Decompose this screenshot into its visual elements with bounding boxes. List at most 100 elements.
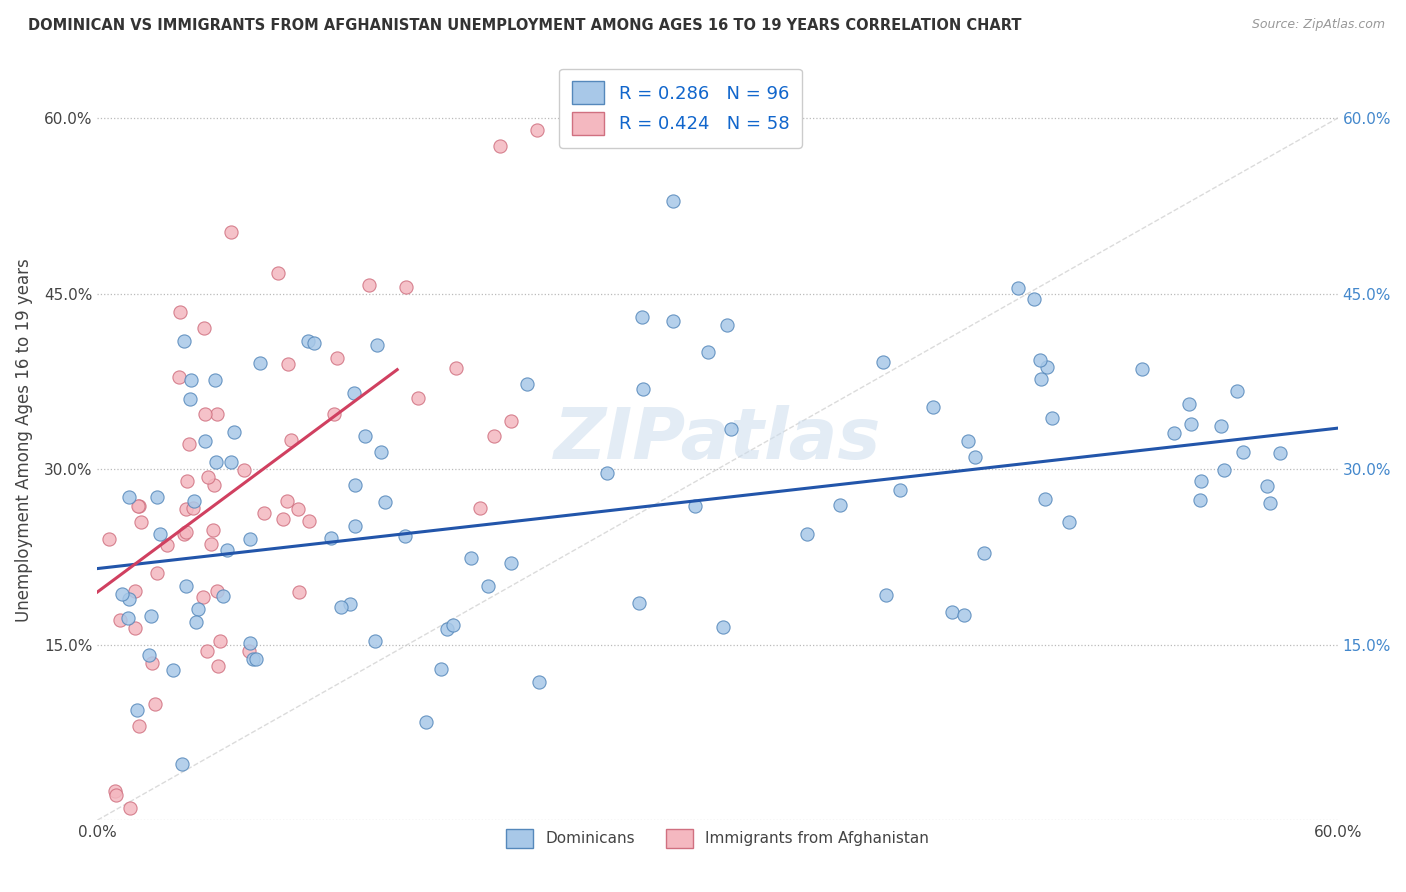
Point	[357, 278, 380, 293]
Point	[1226, 384, 1249, 398]
Point	[141, 609, 163, 624]
Point	[477, 579, 499, 593]
Point	[183, 494, 205, 508]
Point	[460, 551, 482, 566]
Point	[195, 643, 218, 657]
Point	[138, 648, 160, 662]
Point	[242, 652, 264, 666]
Point	[1191, 475, 1213, 489]
Point	[342, 386, 364, 401]
Point	[323, 407, 346, 421]
Point	[141, 657, 163, 671]
Point	[219, 455, 242, 469]
Point	[204, 373, 226, 387]
Point	[1258, 495, 1281, 509]
Point	[211, 589, 233, 603]
Point	[128, 499, 150, 513]
Point	[184, 615, 207, 630]
Point	[245, 652, 267, 666]
Point	[443, 617, 465, 632]
Point	[430, 662, 453, 676]
Point	[127, 702, 149, 716]
Point	[711, 620, 734, 634]
Point	[529, 674, 551, 689]
Point	[238, 644, 260, 658]
Point	[224, 425, 246, 440]
Point	[1213, 463, 1236, 477]
Point	[1188, 492, 1211, 507]
Point	[277, 357, 299, 371]
Point	[329, 599, 352, 614]
Point	[973, 546, 995, 560]
Point	[239, 532, 262, 546]
Point	[197, 470, 219, 484]
Point	[233, 463, 256, 477]
Point	[249, 356, 271, 370]
Point	[1130, 362, 1153, 376]
Point	[595, 466, 617, 480]
Point	[179, 392, 201, 406]
Point	[1007, 281, 1029, 295]
Point	[394, 528, 416, 542]
Point	[830, 498, 852, 512]
Text: ZIPatlas: ZIPatlas	[554, 405, 882, 475]
Point	[202, 524, 225, 538]
Point	[628, 596, 651, 610]
Point	[1180, 417, 1202, 432]
Point	[1256, 479, 1278, 493]
Point	[169, 305, 191, 319]
Point	[194, 408, 217, 422]
Point	[173, 334, 195, 349]
Point	[117, 490, 139, 504]
Point	[118, 592, 141, 607]
Point	[889, 483, 911, 497]
Point	[253, 506, 276, 520]
Point	[415, 715, 437, 730]
Y-axis label: Unemployment Among Ages 16 to 19 years: Unemployment Among Ages 16 to 19 years	[15, 258, 32, 622]
Point	[127, 499, 149, 513]
Point	[683, 499, 706, 513]
Point	[266, 266, 288, 280]
Point	[129, 515, 152, 529]
Point	[111, 587, 134, 601]
Point	[191, 591, 214, 605]
Point	[146, 490, 169, 504]
Legend: Dominicans, Immigrants from Afghanistan: Dominicans, Immigrants from Afghanistan	[499, 822, 935, 855]
Point	[207, 658, 229, 673]
Point	[1163, 425, 1185, 440]
Point	[176, 525, 198, 540]
Point	[271, 512, 294, 526]
Point	[374, 494, 396, 508]
Point	[1040, 411, 1063, 425]
Point	[872, 355, 894, 369]
Point	[364, 634, 387, 648]
Point	[343, 519, 366, 533]
Point	[288, 584, 311, 599]
Point	[436, 622, 458, 636]
Point	[468, 500, 491, 515]
Point	[174, 579, 197, 593]
Point	[280, 433, 302, 447]
Point	[128, 719, 150, 733]
Text: DOMINICAN VS IMMIGRANTS FROM AFGHANISTAN UNEMPLOYMENT AMONG AGES 16 TO 19 YEARS : DOMINICAN VS IMMIGRANTS FROM AFGHANISTAN…	[28, 18, 1022, 33]
Point	[276, 494, 298, 508]
Point	[321, 531, 343, 545]
Point	[202, 478, 225, 492]
Point	[526, 123, 548, 137]
Point	[170, 757, 193, 772]
Point	[120, 801, 142, 815]
Point	[1209, 419, 1232, 434]
Point	[194, 434, 217, 448]
Point	[174, 502, 197, 516]
Point	[1178, 397, 1201, 411]
Point	[124, 620, 146, 634]
Point	[193, 320, 215, 334]
Point	[339, 597, 361, 611]
Point	[1035, 492, 1057, 507]
Point	[302, 336, 325, 351]
Point	[325, 351, 347, 366]
Point	[662, 194, 685, 208]
Point	[501, 556, 523, 570]
Point	[716, 318, 738, 332]
Point	[143, 697, 166, 711]
